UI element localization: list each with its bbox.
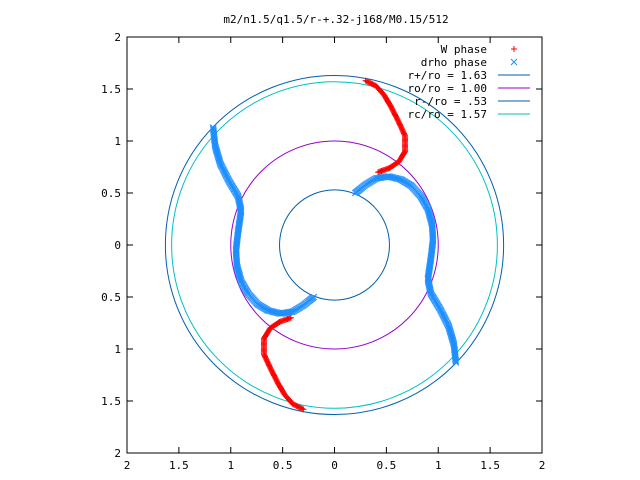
y-tick-label: 1 (114, 343, 121, 356)
legend-marker-sample (511, 46, 517, 52)
x-tick-label: 0.5 (376, 459, 396, 472)
x-tick-label: 0 (331, 459, 338, 472)
legend-label: W phase (441, 43, 487, 56)
y-tick-label: 2 (114, 447, 121, 460)
y-tick-label: 1.5 (101, 395, 121, 408)
drho-phase-point (265, 307, 273, 315)
circle-1-63 (164, 74, 505, 416)
x-tick-labels: 2 1.5 1 0.5 0 0.5 1 1.5 2 (124, 459, 546, 472)
w-phase-point (375, 169, 382, 176)
y-tick-label: 2 (114, 31, 121, 44)
y-tick-labels: 2 1.5 1 0.5 0 0.5 1 1.5 2 (101, 31, 121, 460)
legend-label: r+/ro = 1.63 (408, 69, 487, 82)
legend-label: ro/ro = 1.00 (408, 82, 487, 95)
y-tick-label: 0.5 (101, 291, 121, 304)
drho-phase-point (452, 357, 460, 365)
y-tick-label: 0.5 (101, 187, 121, 200)
axis-ticks (126, 36, 543, 454)
x-tick-label: 1.5 (480, 459, 500, 472)
y-tick-label: 0 (114, 239, 121, 252)
x-tick-label: 1 (435, 459, 442, 472)
legend-marker-sample (510, 58, 518, 66)
w-phase-point (287, 314, 294, 321)
circle-1-57 (171, 81, 498, 409)
x-tick-label: 1 (227, 459, 234, 472)
circle-0-53 (279, 189, 390, 301)
drho-phase-point (210, 126, 217, 134)
drho-phase-point (267, 307, 274, 315)
drho-phase-point (209, 125, 217, 133)
reference-circles (164, 74, 505, 416)
x-tick-label: 2 (539, 459, 546, 472)
y-tick-label: 1 (114, 135, 121, 148)
x-tick-label: 2 (124, 459, 131, 472)
drho-phase-point (395, 175, 402, 183)
y-tick-label: 1.5 (101, 83, 121, 96)
drho-phase-point (452, 356, 459, 364)
drho-phase-point (427, 289, 435, 297)
legend-label: r-/ro = .53 (414, 95, 487, 108)
drho-phase-point (234, 193, 242, 201)
circle-1 (230, 140, 439, 350)
legend-label: drho phase (421, 56, 487, 69)
drho-phase-point (209, 124, 217, 131)
legend-label: rc/ro = 1.57 (408, 108, 487, 121)
drho-phase-point (396, 175, 404, 183)
phase-points (209, 77, 460, 413)
chart-title: m2/n1.5/q1.5/r-+.32-j168/M0.15/512 (223, 13, 448, 26)
x-tick-label: 1.5 (169, 459, 189, 472)
drho-phase-point (452, 359, 460, 366)
x-tick-label: 0.5 (273, 459, 293, 472)
